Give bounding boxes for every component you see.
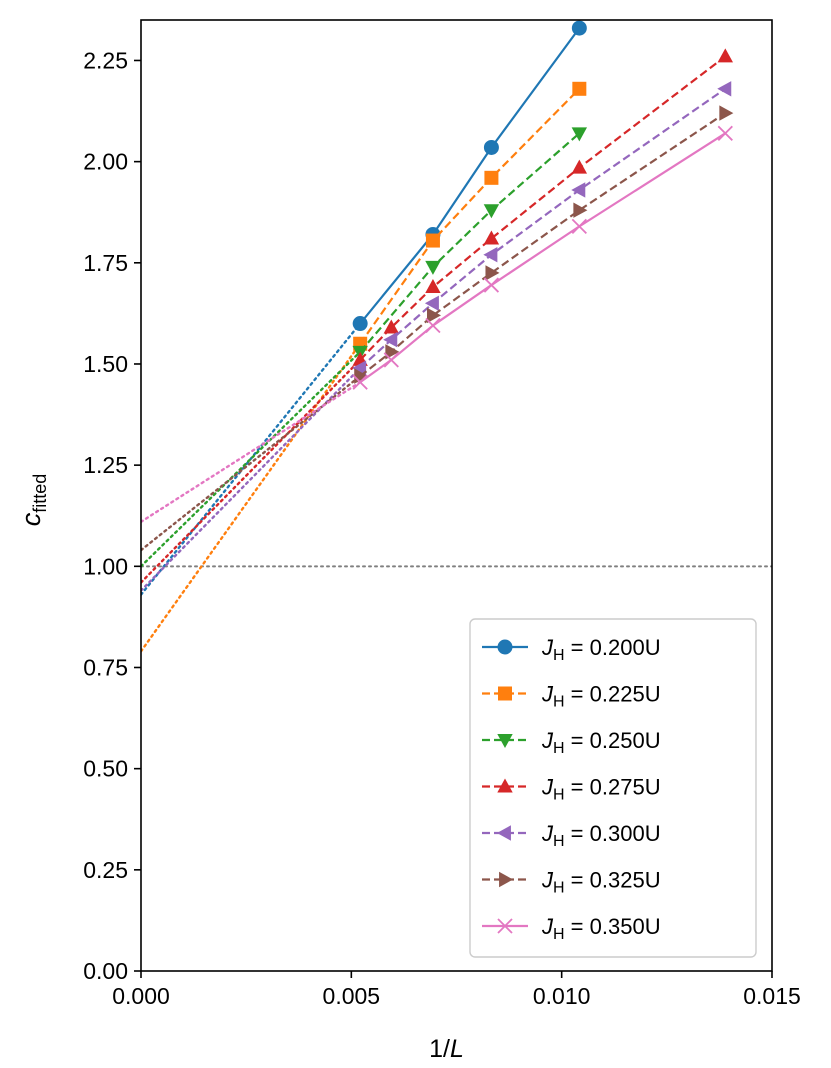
legend-box — [469, 618, 757, 958]
data-point — [383, 352, 399, 368]
y-tick-label: 1.50 — [83, 351, 128, 377]
series-6 — [352, 125, 733, 390]
legend-marker — [499, 871, 514, 888]
series-5 — [354, 105, 734, 384]
extrapolation-line-2 — [141, 350, 362, 568]
x-tick-label: 0.005 — [323, 983, 381, 1009]
legend-item-6: JH = 0.350U — [482, 914, 661, 943]
y-tick-label: 0.00 — [83, 958, 128, 984]
data-point — [484, 170, 499, 185]
extrapolation-line-3 — [141, 358, 362, 584]
legend-item-2: JH = 0.250U — [482, 728, 661, 757]
x-axis-label: 1/L — [429, 1035, 464, 1063]
legend-item-0: JH = 0.200U — [482, 635, 661, 664]
legend-marker — [497, 918, 513, 934]
series-line-5 — [359, 112, 726, 377]
series-line-6 — [359, 132, 726, 384]
legend-item-4: JH = 0.300U — [482, 821, 661, 850]
data-point — [483, 277, 500, 293]
y-tick-label: 1.25 — [83, 452, 128, 478]
legend-marker — [498, 686, 512, 701]
legend-label: JH = 0.225U — [541, 682, 661, 711]
x-tick-label: 0.015 — [743, 983, 801, 1009]
series-line-1 — [359, 88, 581, 345]
data-point — [571, 127, 588, 142]
y-tick-label: 2.25 — [83, 47, 128, 73]
y-tick-label: 0.75 — [83, 654, 128, 680]
legend: JH = 0.200U JH = 0.225U JH = 0.250U JH = 0.… — [469, 618, 757, 958]
legend-item-5: JH = 0.325U — [482, 868, 661, 897]
series-4 — [352, 81, 732, 376]
legend-marker — [497, 639, 513, 655]
plot-area — [141, 20, 772, 653]
data-point — [571, 218, 587, 235]
extrapolation-line-1 — [141, 342, 362, 653]
data-point — [717, 48, 734, 63]
extrapolation-line-6 — [141, 380, 362, 524]
axes: 0.000 0.005 0.010 0.015 0.00 0.25 0.50 0.75 1.00… — [16, 19, 801, 1063]
data-point — [485, 265, 500, 281]
y-tick-label: 1.00 — [83, 553, 128, 579]
data-point — [483, 230, 500, 245]
series-line-0 — [359, 27, 581, 325]
y-axis-label: cfitted — [16, 474, 50, 527]
extrapolation-line-0 — [141, 322, 362, 596]
data-point — [483, 139, 499, 155]
legend-label: JH = 0.350U — [541, 914, 661, 943]
legend-label: JH = 0.300U — [541, 821, 661, 850]
legend-item-3: JH = 0.275U — [482, 775, 661, 804]
data-point — [385, 344, 400, 360]
data-point — [425, 260, 441, 275]
data-point — [426, 307, 441, 324]
series-line-3 — [359, 55, 726, 361]
data-point — [424, 295, 439, 311]
data-point — [483, 204, 500, 219]
data-point — [719, 105, 734, 121]
data-point — [352, 374, 368, 390]
series-3 — [352, 48, 734, 366]
legend-marker — [497, 778, 513, 793]
data-point — [571, 159, 588, 174]
legend-item-1: JH = 0.225U — [482, 682, 661, 711]
legend-label: JH = 0.325U — [541, 868, 661, 897]
legend-marker — [496, 825, 511, 841]
y-tick-label: 0.25 — [83, 857, 128, 883]
legend-marker — [497, 734, 513, 749]
y-tick-label: 1.75 — [83, 250, 128, 276]
data-point — [573, 202, 588, 218]
legend-label: JH = 0.200U — [541, 635, 661, 664]
y-tick-label: 2.00 — [83, 149, 128, 175]
data-point — [352, 316, 368, 332]
axes-frame — [140, 19, 773, 972]
data-point — [483, 247, 498, 263]
series-line-4 — [359, 87, 726, 369]
series-1 — [353, 81, 587, 351]
extrapolation-line-4 — [141, 366, 362, 592]
data-point — [425, 317, 441, 334]
x-tick-label: 0.000 — [112, 983, 170, 1009]
y-tick-label: 0.50 — [83, 756, 128, 782]
x-tick-label: 0.010 — [533, 983, 591, 1009]
plot-content — [141, 20, 772, 653]
series-line-2 — [359, 132, 581, 353]
data-point — [572, 81, 587, 96]
legend-label: JH = 0.275U — [541, 775, 661, 804]
data-point — [425, 279, 441, 294]
data-point — [352, 360, 367, 376]
data-point — [383, 319, 399, 334]
data-point — [571, 182, 586, 198]
legend-label: JH = 0.250U — [541, 728, 661, 757]
data-point — [717, 125, 733, 141]
data-point — [571, 20, 587, 36]
data-point — [425, 233, 440, 248]
series-0 — [352, 20, 587, 332]
data-point — [717, 81, 732, 97]
data-point — [383, 331, 398, 348]
